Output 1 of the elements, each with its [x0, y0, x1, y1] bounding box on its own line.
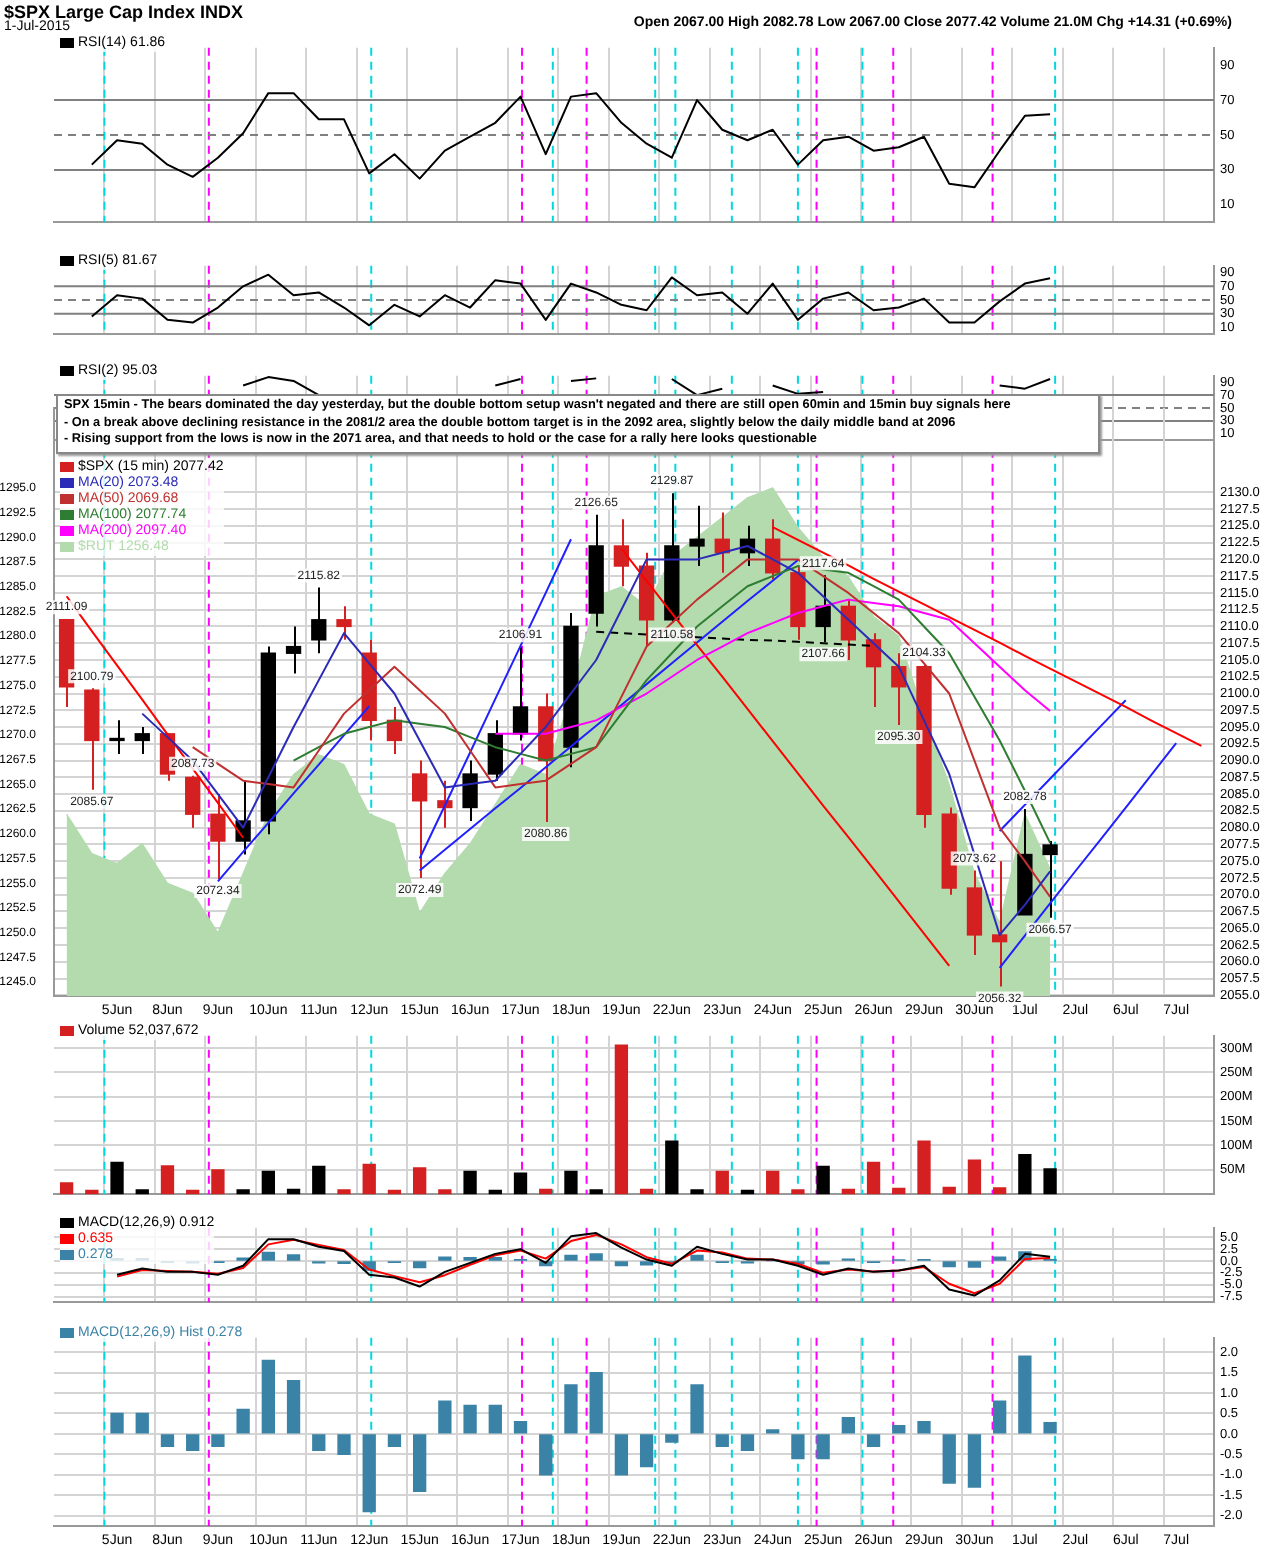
chart-title: $SPX Large Cap Index INDX [4, 2, 244, 22]
